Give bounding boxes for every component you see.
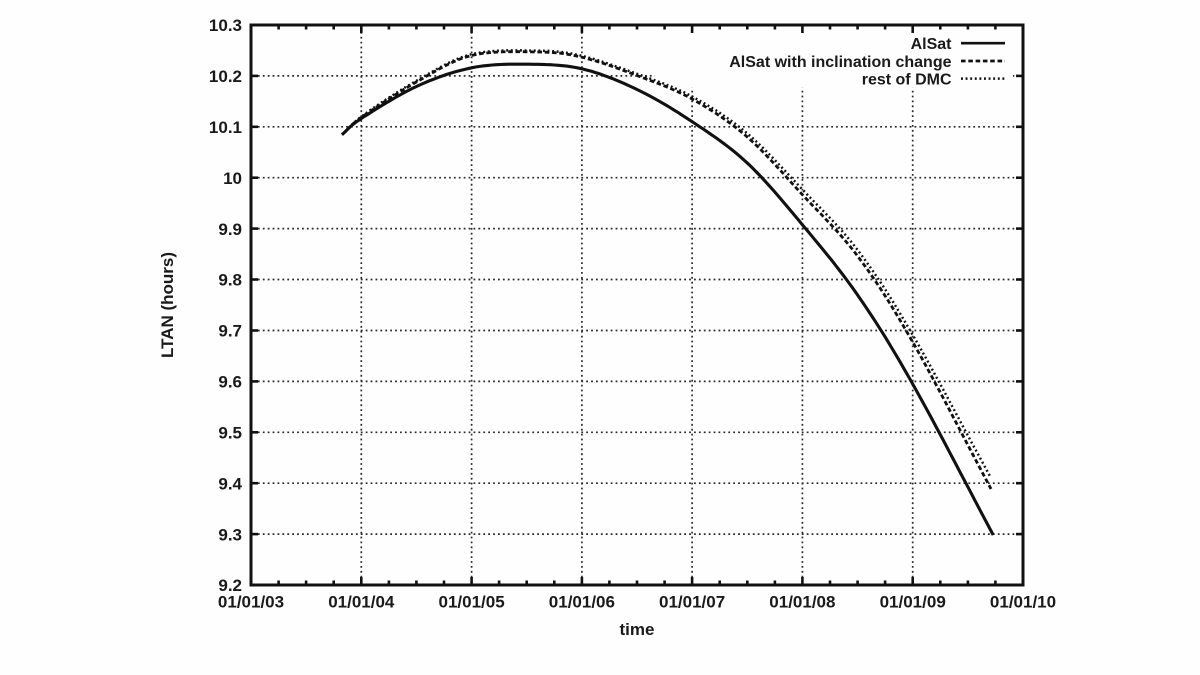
svg-text:10.3: 10.3 (209, 16, 242, 35)
svg-text:9.8: 9.8 (218, 271, 242, 290)
svg-text:9.3: 9.3 (218, 525, 242, 544)
svg-text:time: time (620, 620, 655, 639)
svg-text:01/01/07: 01/01/07 (659, 592, 725, 611)
svg-text:01/01/05: 01/01/05 (439, 592, 505, 611)
svg-text:01/01/04: 01/01/04 (328, 592, 395, 611)
svg-text:LTAN (hours): LTAN (hours) (158, 252, 177, 358)
svg-text:10: 10 (223, 169, 242, 188)
svg-text:9.7: 9.7 (218, 322, 242, 341)
svg-text:01/01/08: 01/01/08 (769, 592, 835, 611)
svg-text:9.5: 9.5 (218, 424, 242, 443)
svg-text:9.4: 9.4 (218, 474, 242, 493)
svg-text:9.2: 9.2 (218, 576, 242, 595)
svg-text:AlSat: AlSat (911, 36, 953, 53)
svg-text:rest of DMC: rest of DMC (862, 71, 952, 88)
svg-text:9.9: 9.9 (218, 220, 242, 239)
svg-text:9.6: 9.6 (218, 373, 242, 392)
svg-text:10.2: 10.2 (209, 67, 242, 86)
svg-text:01/01/06: 01/01/06 (549, 592, 615, 611)
svg-text:AlSat with inclination change: AlSat with inclination change (729, 54, 951, 71)
svg-text:01/01/09: 01/01/09 (880, 592, 946, 611)
svg-text:10.1: 10.1 (209, 118, 242, 137)
svg-text:01/01/10: 01/01/10 (990, 592, 1056, 611)
svg-text:01/01/03: 01/01/03 (218, 592, 284, 611)
